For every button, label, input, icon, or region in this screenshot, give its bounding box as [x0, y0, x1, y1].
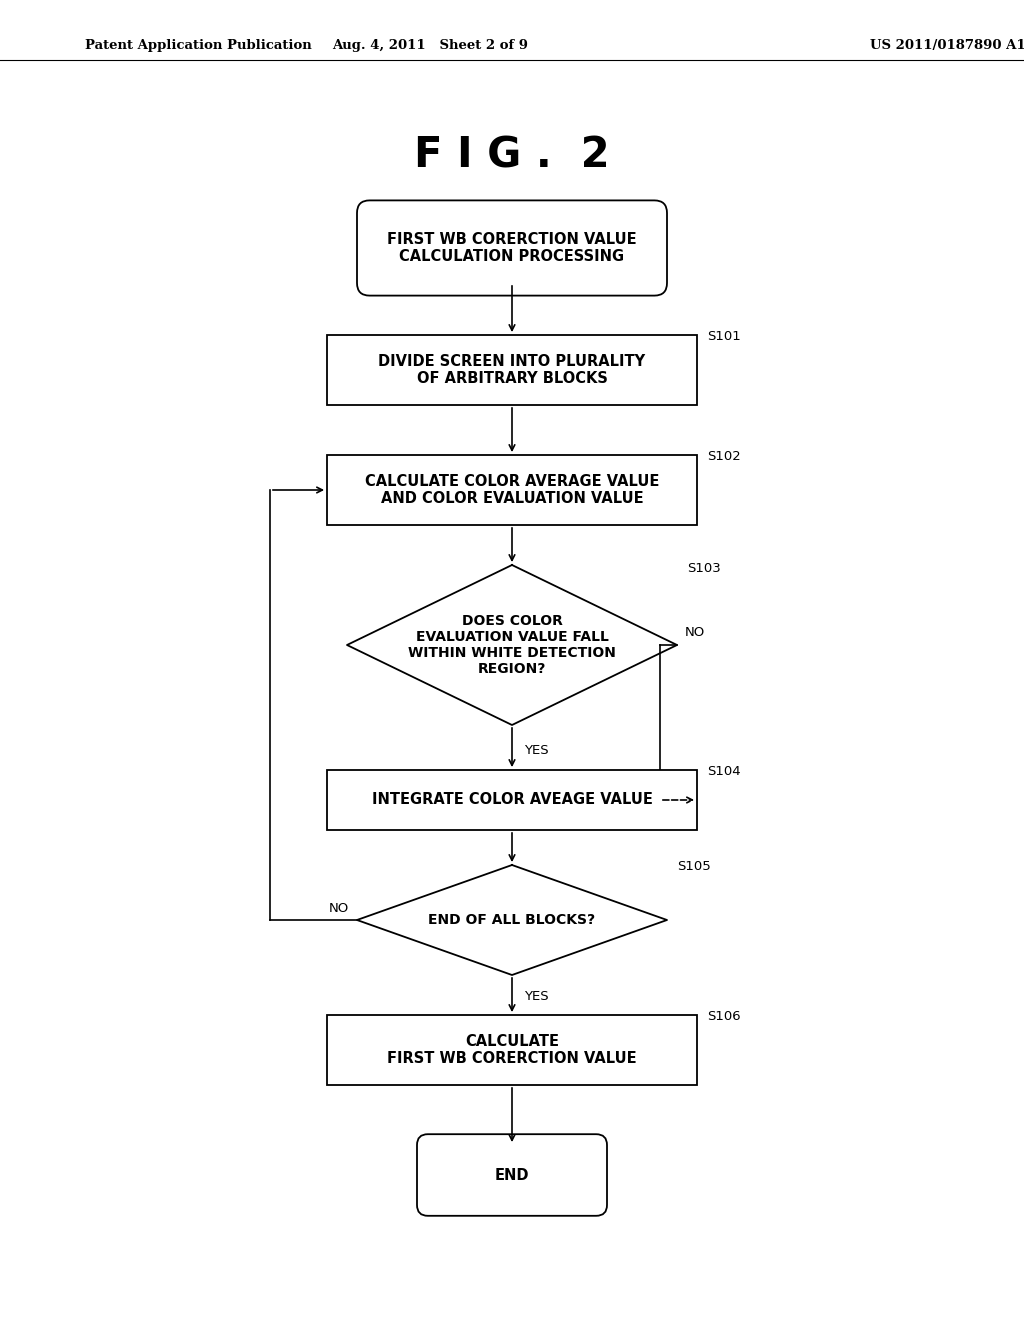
Text: NO: NO: [685, 627, 706, 639]
Text: S105: S105: [677, 861, 711, 873]
Text: S101: S101: [707, 330, 740, 343]
Text: CALCULATE COLOR AVERAGE VALUE
AND COLOR EVALUATION VALUE: CALCULATE COLOR AVERAGE VALUE AND COLOR …: [365, 474, 659, 506]
Text: NO: NO: [329, 902, 349, 915]
Text: DIVIDE SCREEN INTO PLURALITY
OF ARBITRARY BLOCKS: DIVIDE SCREEN INTO PLURALITY OF ARBITRAR…: [379, 354, 645, 387]
Bar: [327, 455, 697, 525]
Text: S106: S106: [707, 1010, 740, 1023]
Text: S104: S104: [707, 766, 740, 777]
Text: YES: YES: [524, 990, 549, 1003]
Text: INTEGRATE COLOR AVEAGE VALUE: INTEGRATE COLOR AVEAGE VALUE: [372, 792, 652, 808]
Text: S102: S102: [707, 450, 740, 463]
Text: FIRST WB CORERCTION VALUE
CALCULATION PROCESSING: FIRST WB CORERCTION VALUE CALCULATION PR…: [387, 232, 637, 264]
Text: S103: S103: [687, 562, 721, 576]
Text: Patent Application Publication: Patent Application Publication: [85, 38, 311, 51]
Bar: [327, 770, 697, 830]
Text: YES: YES: [524, 743, 549, 756]
Text: END OF ALL BLOCKS?: END OF ALL BLOCKS?: [428, 913, 596, 927]
Text: F I G .  2: F I G . 2: [414, 135, 610, 176]
Text: US 2011/0187890 A1: US 2011/0187890 A1: [870, 38, 1024, 51]
FancyBboxPatch shape: [357, 201, 667, 296]
Text: END: END: [495, 1167, 529, 1183]
Text: CALCULATE
FIRST WB CORERCTION VALUE: CALCULATE FIRST WB CORERCTION VALUE: [387, 1034, 637, 1067]
FancyBboxPatch shape: [417, 1134, 607, 1216]
Bar: [327, 1015, 697, 1085]
Bar: [327, 335, 697, 405]
Text: DOES COLOR
EVALUATION VALUE FALL
WITHIN WHITE DETECTION
REGION?: DOES COLOR EVALUATION VALUE FALL WITHIN …: [408, 614, 616, 676]
Text: Aug. 4, 2011   Sheet 2 of 9: Aug. 4, 2011 Sheet 2 of 9: [332, 38, 528, 51]
